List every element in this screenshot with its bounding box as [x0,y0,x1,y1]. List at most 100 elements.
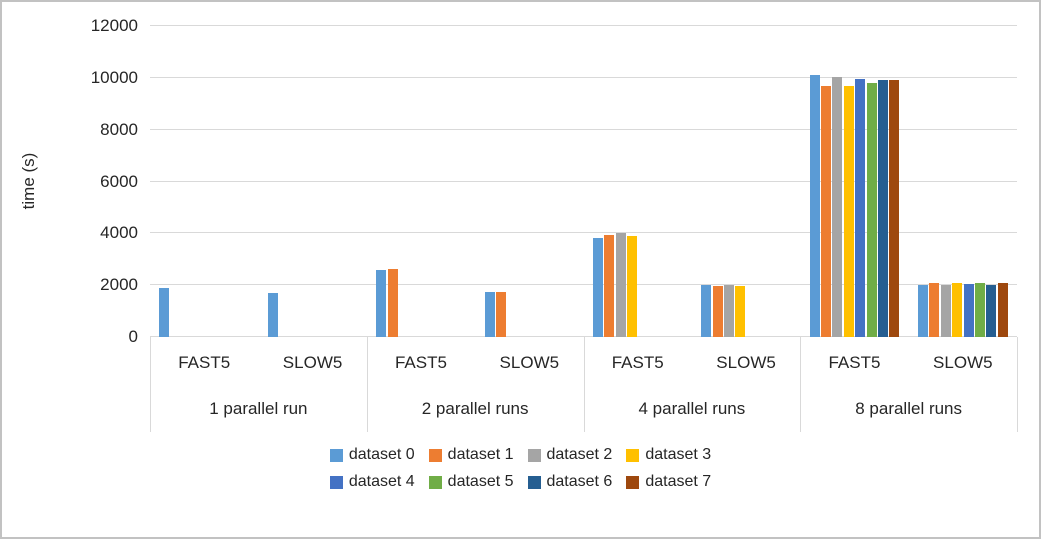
bar-dataset-0 [376,270,387,337]
series-slot [193,26,204,337]
category-fast5-group-1 [150,26,258,337]
series-slot [889,26,900,337]
series-slot [518,26,529,337]
category-fast5-group-2 [367,26,475,337]
legend-label: dataset 0 [348,446,415,463]
bar-dataset-5 [974,283,985,337]
series-slot [541,26,552,337]
bar-cluster [701,26,792,337]
category-label-fast5: FAST5 [178,353,231,372]
bar-dataset-2 [724,285,734,337]
bar-dataset-0 [484,292,495,337]
series-slot [398,26,409,337]
bar-dataset-6 [877,80,888,337]
series-slot [238,26,249,337]
legend-row: dataset 0 dataset 1 dataset 2 dataset 3 [323,446,718,464]
category-label-slow5: SLOW5 [716,353,776,372]
series-slot [809,26,820,337]
series-slot [854,26,866,337]
bar-dataset-3 [952,283,963,337]
bar-dataset-0 [918,285,928,337]
bar-cluster [484,26,575,337]
legend-row: dataset 4 dataset 5 dataset 6 dataset 7 [323,473,718,491]
series-slot [660,26,671,337]
bar-cluster [917,26,1008,337]
category-slow5-group-2 [475,26,583,337]
series-slot [267,26,278,337]
y-axis-ticks: 0 2000 4000 6000 8000 10000 12000 [2,2,138,352]
bar-dataset-1 [604,235,615,337]
bar-dataset-1 [821,86,831,337]
bar-dataset-3 [843,86,854,337]
legend-item-dataset-5: dataset 5 [428,473,514,491]
series-slot [843,26,854,337]
gridline [150,128,1017,130]
series-slot [170,26,181,337]
legend-label: dataset 4 [348,473,415,490]
bar-dataset-0 [809,75,820,337]
category-label-fast5: FAST5 [828,353,881,372]
series-slot [529,26,540,337]
bar-dataset-2 [940,285,951,337]
series-slot [757,26,768,337]
category-slow5-group-4 [909,26,1017,337]
bar-dataset-5 [866,83,877,337]
series-slot [780,26,791,337]
group-label: 2 parallel runs [421,399,529,418]
bar-dataset-6 [986,285,997,337]
group-divider [584,337,585,432]
series-slot [638,26,649,337]
legend-item-dataset-4: dataset 4 [329,473,415,491]
series-slot [963,26,974,337]
bar-dataset-7 [997,283,1008,337]
bar-dataset-1 [387,269,398,337]
series-slot [432,26,443,337]
group-label: 1 parallel run [209,399,308,418]
series-slot [917,26,928,337]
y-tick-label: 4000 [100,223,138,243]
group-label: 8 parallel runs [855,399,963,418]
series-slot [324,26,335,337]
series-slot [290,26,301,337]
bar-dataset-4 [963,284,974,337]
bar-dataset-4 [855,79,866,337]
legend-swatch-icon [428,448,442,462]
series-slot [507,26,518,337]
series-slot [929,26,940,337]
series-slot [495,26,506,337]
legend-item-dataset-7: dataset 7 [626,473,711,491]
series-slot [769,26,780,337]
series-slot [877,26,888,337]
series-slot [444,26,455,337]
category-fast5-group-4 [800,26,908,337]
bar-dataset-3 [735,286,746,337]
category-slow5-group-1 [258,26,366,337]
bar-dataset-1 [712,286,723,337]
bar-dataset-0 [592,238,603,337]
series-slot [204,26,215,337]
series-slot [335,26,346,337]
series-slot [626,26,637,337]
category-slow5-group-3 [692,26,800,337]
legend-label: dataset 1 [447,446,514,463]
series-slot [227,26,238,337]
bar-cluster [375,26,466,337]
legend-item-dataset-6: dataset 6 [527,473,613,491]
series-slot [159,26,170,337]
series-slot [701,26,712,337]
series-slot [410,26,421,337]
series-slot [649,26,660,337]
series-slot [375,26,387,337]
legend-label: dataset 7 [645,473,712,490]
category-label-fast5: FAST5 [394,353,447,372]
gridline [150,284,1017,286]
legend-item-dataset-2: dataset 2 [527,446,612,464]
legend-swatch-icon [626,475,640,489]
legend-item-dataset-3: dataset 3 [626,446,711,464]
bar-cluster [267,26,358,337]
x-axis: FAST5 SLOW5 1 parallel run FAST5 SLOW5 2 para… [150,337,1018,435]
legend-swatch-icon [428,475,442,489]
legend-label: dataset 6 [546,473,613,490]
bar-cluster [592,26,683,337]
series-slot [735,26,746,337]
